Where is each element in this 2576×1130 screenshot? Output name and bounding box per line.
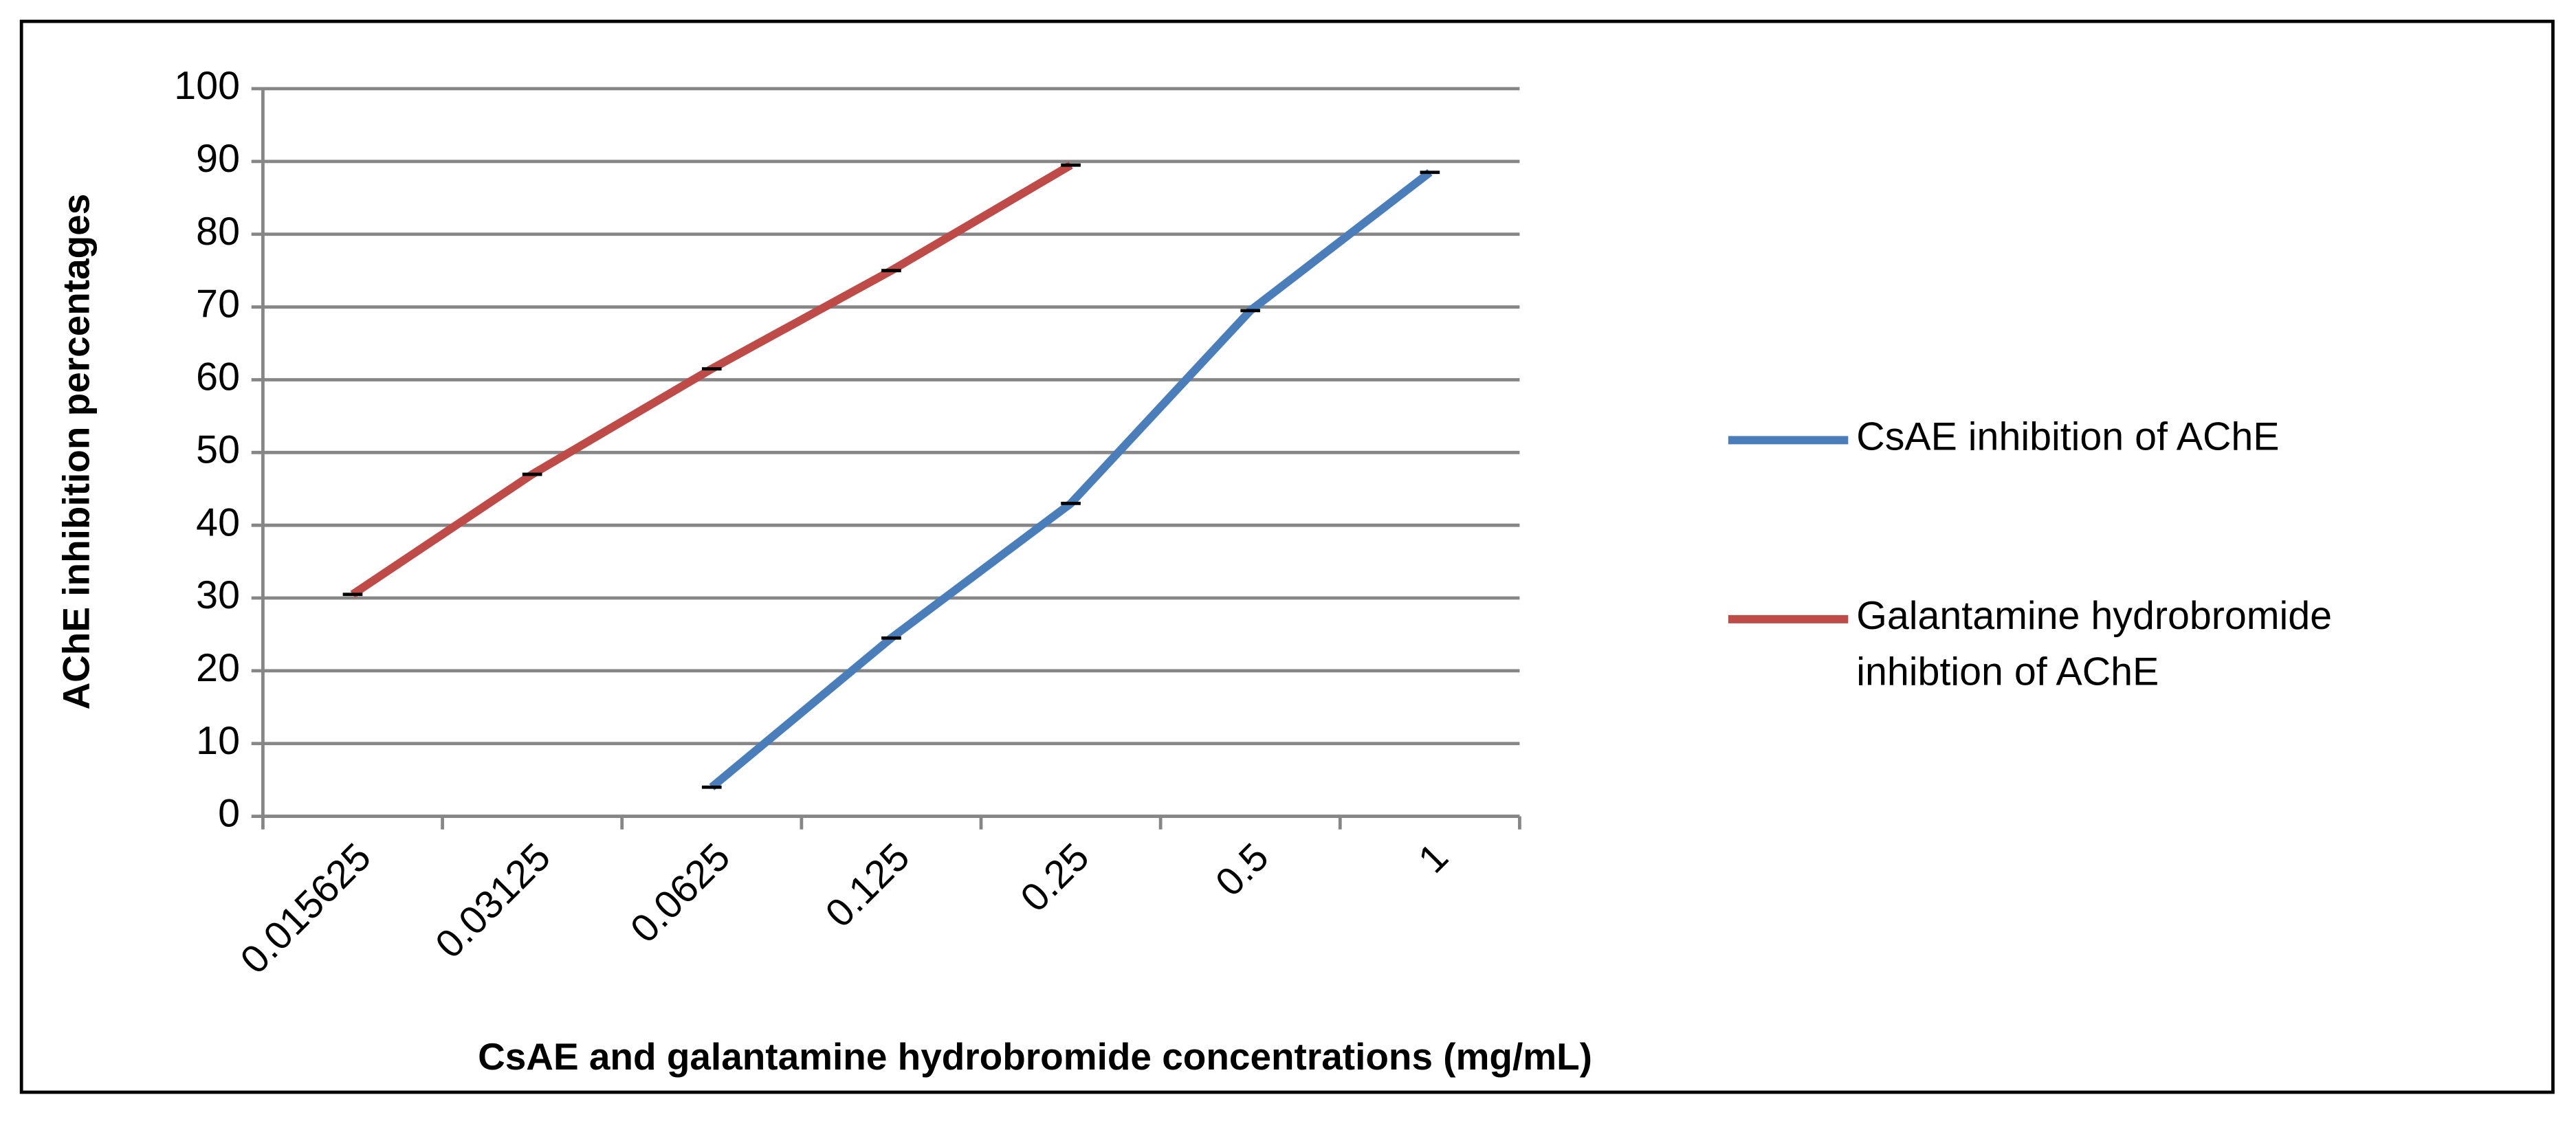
- legend-entry: CsAE inhibition of AChE: [1856, 415, 2280, 461]
- legend-entry: Galantamine hydrobromide inhibtion of AC…: [1856, 595, 2333, 695]
- y-tick-label: 80: [196, 210, 240, 254]
- y-tick-label: 50: [196, 428, 240, 472]
- legend-label: CsAE inhibition of AChE: [1856, 415, 2280, 461]
- y-tick-label: 0: [218, 792, 240, 836]
- legend-label: Galantamine hydrobromide inhibtion of AC…: [1856, 595, 2333, 695]
- y-tick-label: 30: [196, 573, 240, 617]
- y-tick-label: 10: [196, 719, 240, 763]
- x-axis-title: CsAE and galantamine hydrobromide concen…: [478, 1035, 1592, 1078]
- y-axis-title: AChE inhibition percentages: [54, 194, 97, 710]
- y-tick-label: 90: [196, 137, 240, 181]
- y-tick-label: 60: [196, 355, 240, 399]
- y-tick-label: 70: [196, 282, 240, 326]
- y-tick-label: 40: [196, 500, 240, 544]
- frame: [19, 19, 2555, 1094]
- y-tick-label: 20: [196, 646, 240, 690]
- y-tick-label: 100: [174, 64, 240, 108]
